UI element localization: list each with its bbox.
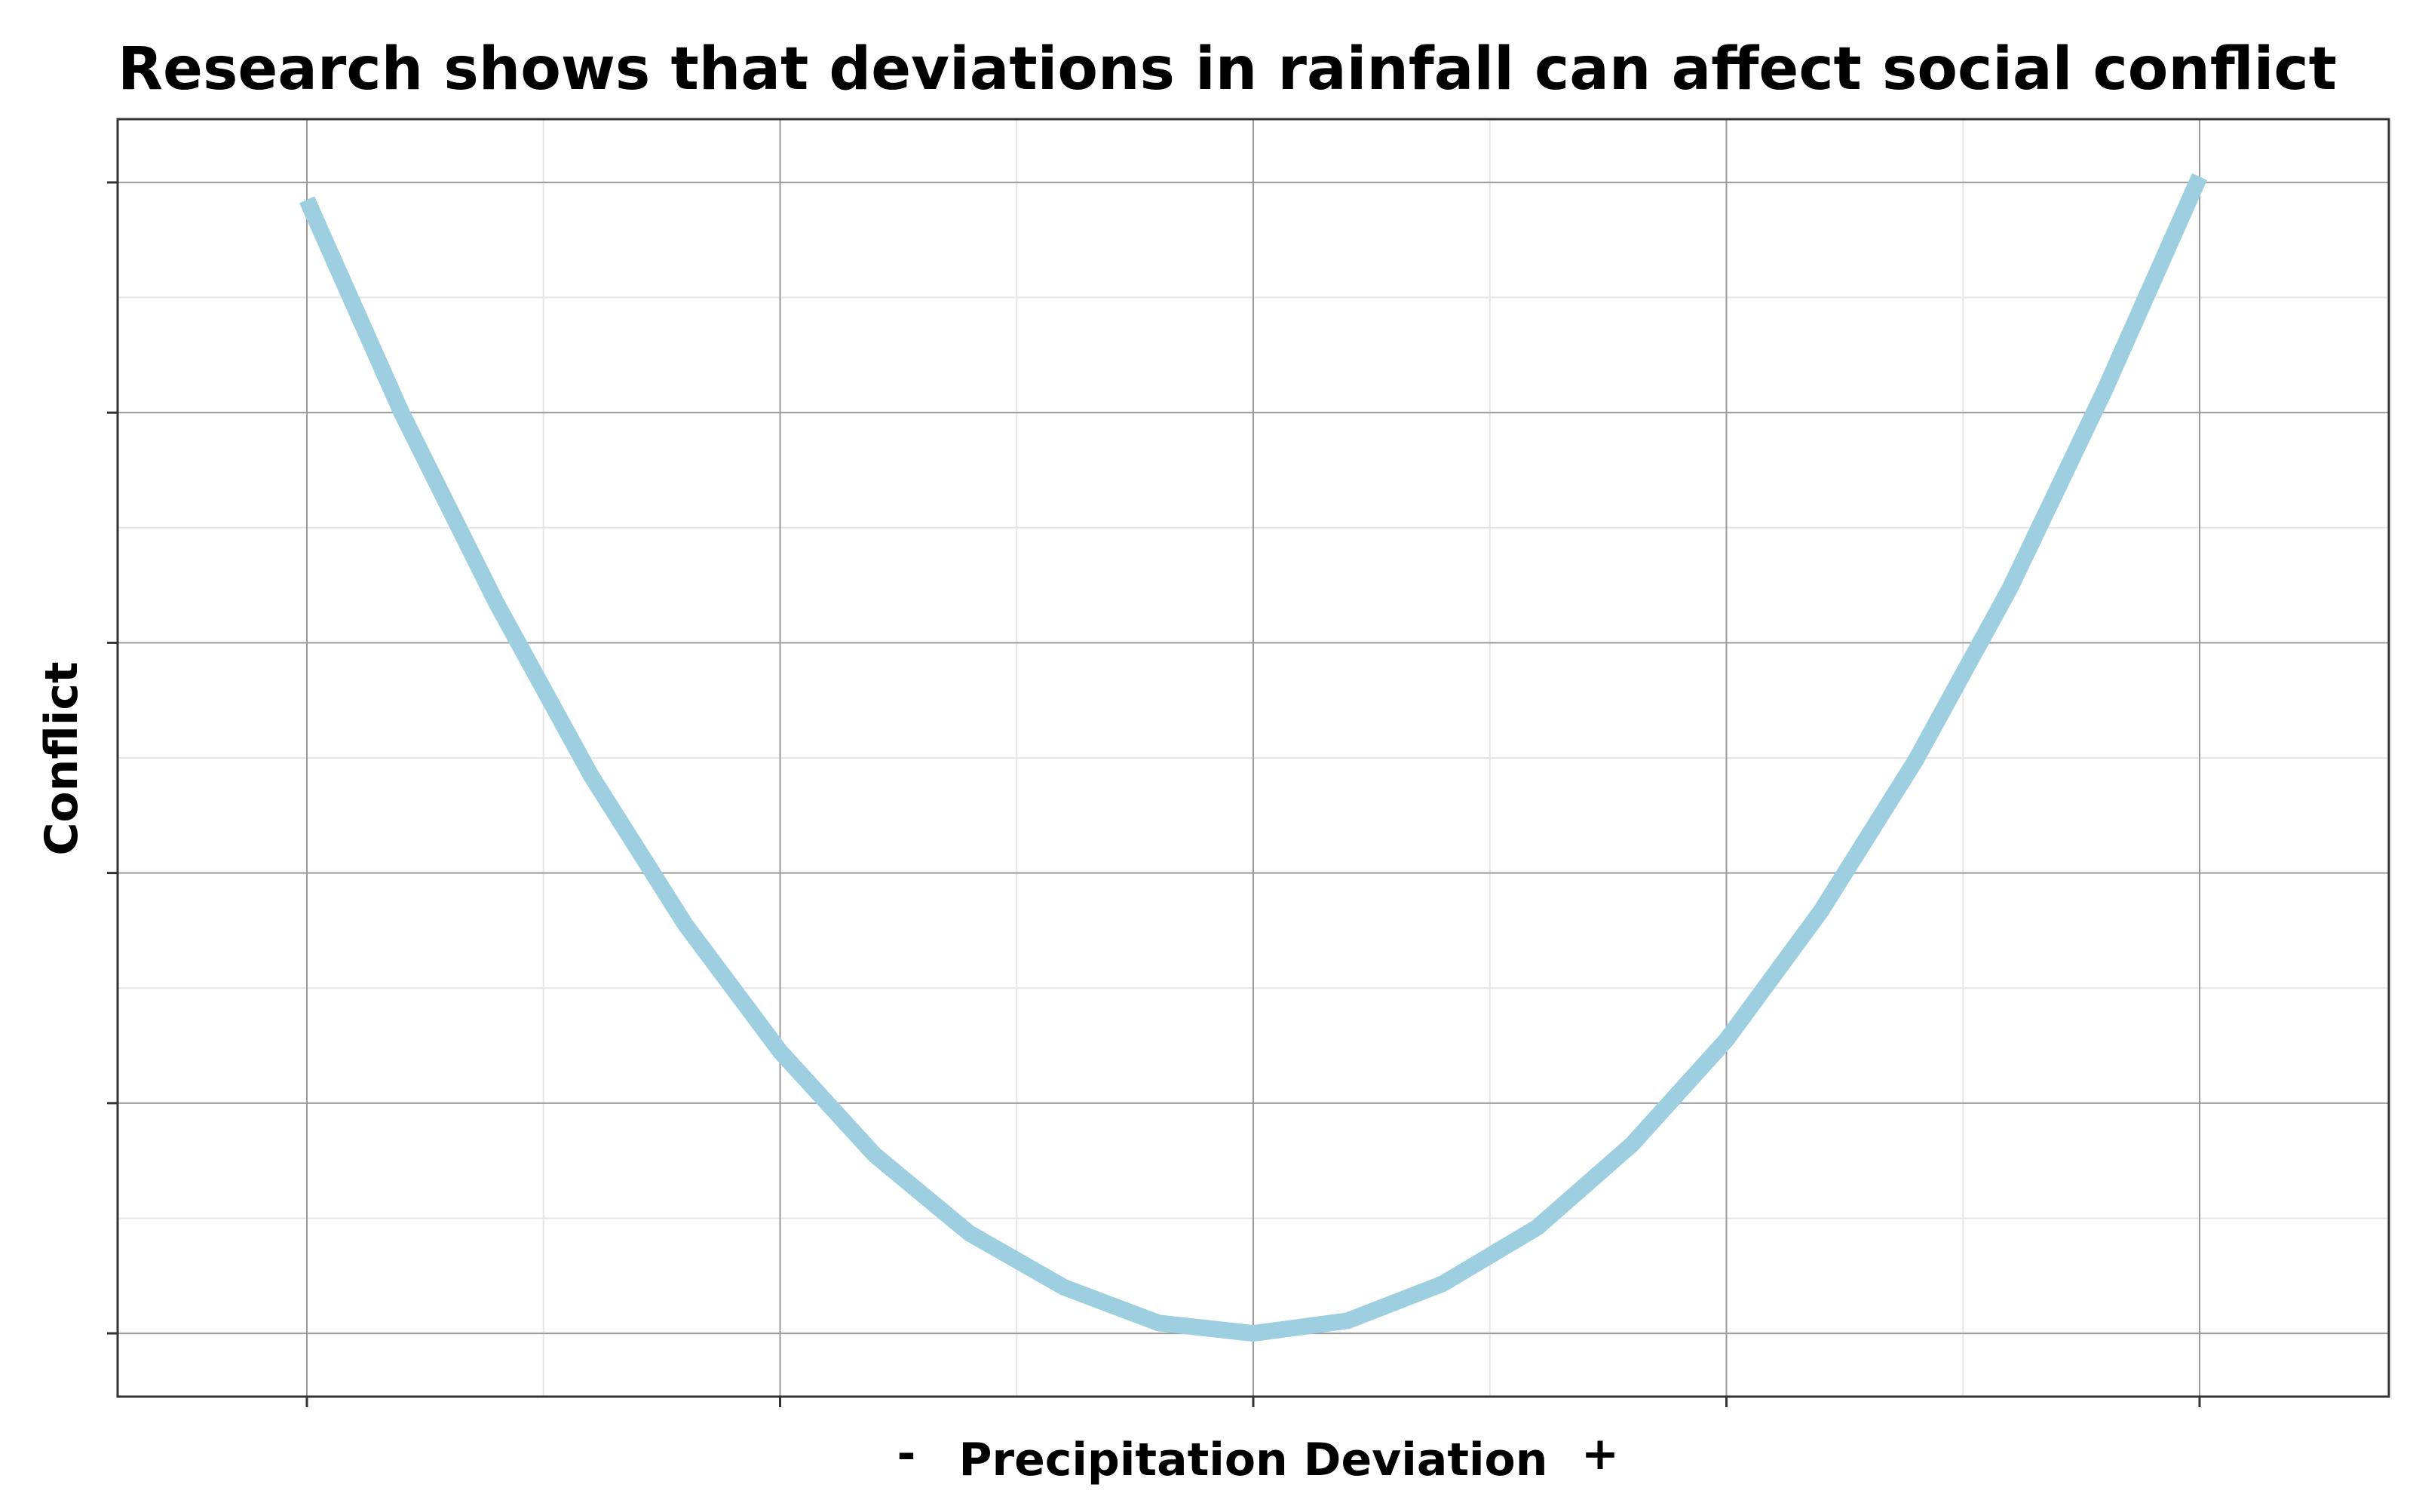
x-negative-label: - — [897, 1428, 916, 1480]
x-axis-label: Precipitation Deviation — [959, 1434, 1548, 1486]
panel-border — [116, 118, 2390, 1398]
series-line — [299, 173, 2208, 1342]
x-positive-label: + — [1581, 1428, 1619, 1480]
grid-major — [118, 119, 2389, 1397]
series-group — [299, 173, 2208, 1342]
y-axis-label: Conflict — [35, 661, 88, 855]
chart-title: Research shows that deviations in rainfa… — [118, 35, 2337, 103]
axis-ticks — [107, 181, 2201, 1407]
